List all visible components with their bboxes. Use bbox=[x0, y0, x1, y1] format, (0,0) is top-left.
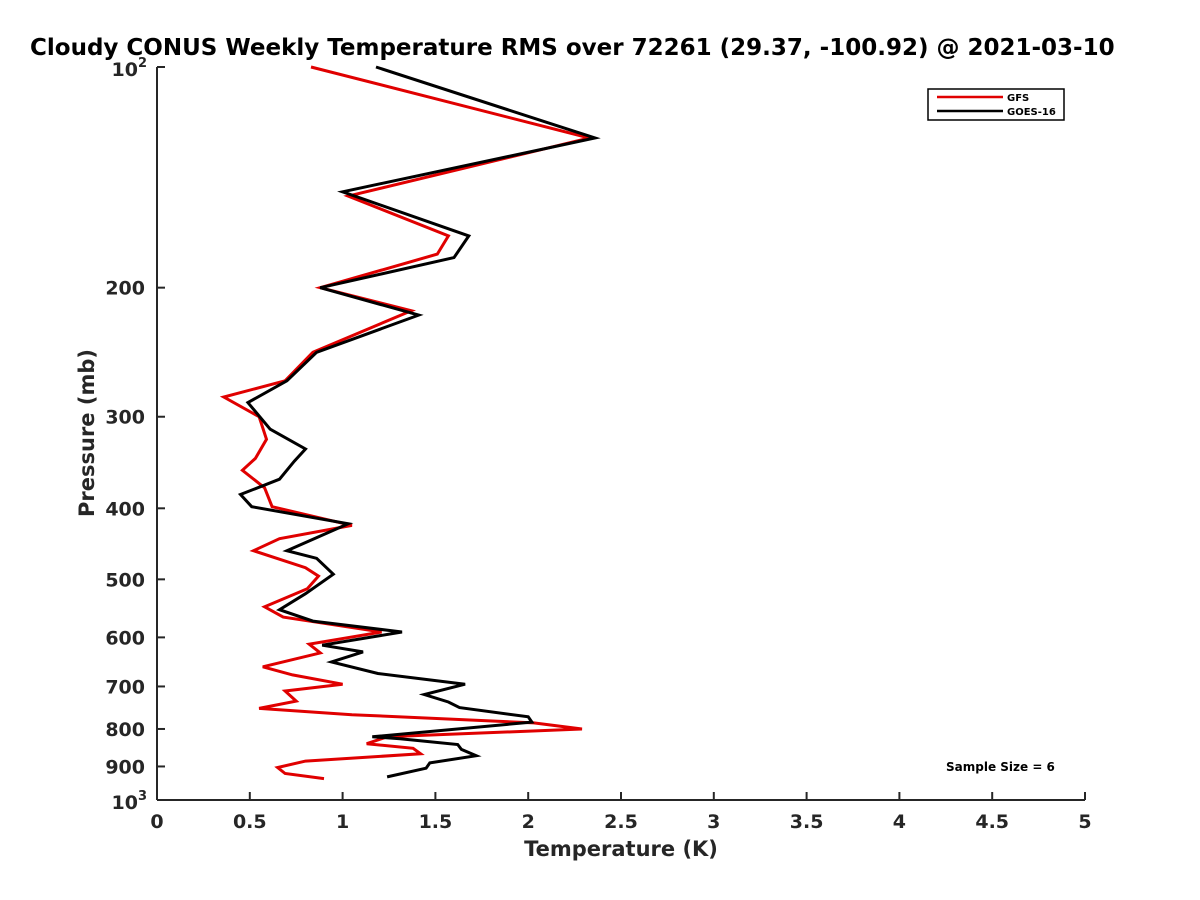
series-layer bbox=[219, 65, 601, 781]
y-axis-title: Pressure (mb) bbox=[75, 349, 99, 517]
x-tick-label: 0 bbox=[150, 811, 163, 833]
legend-label-goes16: GOES-16 bbox=[1007, 107, 1056, 118]
x-axis-ticks: 0 0.5 1 1.5 2 2.5 3 3.5 4 4.5 5 bbox=[150, 792, 1092, 833]
legend-box bbox=[927, 88, 1065, 121]
x-tick-label: 2 bbox=[522, 811, 535, 833]
x-tick-label: 5 bbox=[1078, 811, 1091, 833]
series-line-goes16 bbox=[237, 65, 601, 779]
y-tick-label: 900 bbox=[105, 756, 145, 778]
y-tick-label: 300 bbox=[105, 407, 145, 429]
sample-size-annotation: Sample Size = 6 bbox=[946, 760, 1055, 774]
x-tick-label: 4.5 bbox=[975, 811, 1009, 833]
chart-title: Cloudy CONUS Weekly Temperature RMS over… bbox=[30, 35, 1115, 61]
y-tick-label: 600 bbox=[105, 627, 145, 649]
x-tick-label: 3.5 bbox=[790, 811, 824, 833]
x-tick-label: 1.5 bbox=[419, 811, 453, 833]
x-tick-label: 4 bbox=[893, 811, 906, 833]
y-tick-label: 400 bbox=[105, 498, 145, 520]
y-tick-label: 102 bbox=[112, 56, 148, 81]
x-tick-label: 0.5 bbox=[233, 811, 267, 833]
y-tick-label: 103 bbox=[112, 789, 148, 814]
x-tick-label: 3 bbox=[707, 811, 720, 833]
legend: GFS GOES-16 bbox=[927, 88, 1065, 121]
x-tick-label: 1 bbox=[336, 811, 349, 833]
series-line-gfs bbox=[219, 65, 590, 781]
y-tick-label: 800 bbox=[105, 719, 145, 741]
y-tick-label: 500 bbox=[105, 569, 145, 591]
x-axis-title: Temperature (K) bbox=[524, 837, 718, 861]
y-axis-ticks: 102 200 300 400 500 600 700 800 900 103 bbox=[105, 56, 165, 814]
y-tick-label: 700 bbox=[105, 676, 145, 698]
y-tick-label: 200 bbox=[105, 278, 145, 300]
legend-label-gfs: GFS bbox=[1007, 93, 1029, 104]
x-tick-label: 2.5 bbox=[604, 811, 638, 833]
